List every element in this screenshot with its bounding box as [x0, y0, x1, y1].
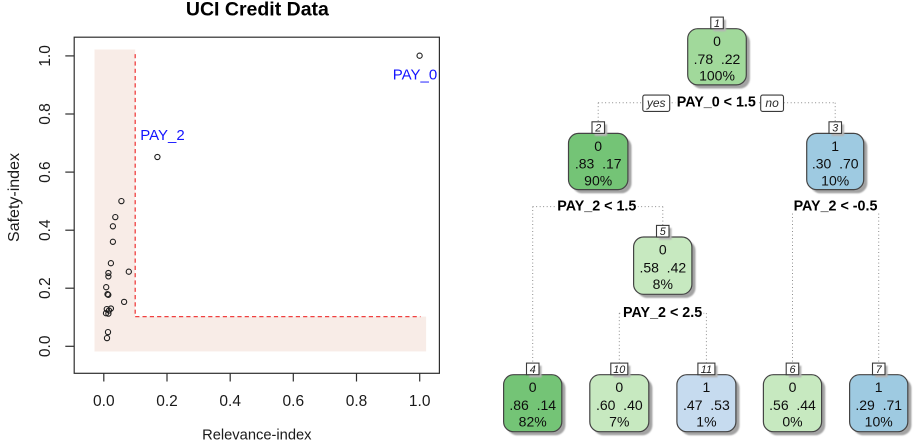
- svg-text:10: 10: [613, 364, 625, 376]
- svg-text:.86 .14: .86 .14: [509, 397, 556, 413]
- svg-text:0.2: 0.2: [156, 393, 178, 410]
- svg-text:0.0: 0.0: [93, 393, 115, 410]
- svg-text:.58 .42: .58 .42: [639, 259, 686, 275]
- svg-text:0.6: 0.6: [283, 393, 305, 410]
- svg-text:1: 1: [703, 379, 711, 395]
- svg-text:0.6: 0.6: [37, 161, 54, 183]
- svg-text:1: 1: [831, 138, 839, 154]
- svg-text:0: 0: [713, 33, 721, 49]
- svg-text:5: 5: [660, 226, 667, 238]
- svg-text:0.4: 0.4: [37, 219, 54, 241]
- svg-text:.47 .53: .47 .53: [683, 397, 730, 413]
- svg-text:0.4: 0.4: [219, 393, 241, 410]
- svg-text:.83 .17: .83 .17: [575, 156, 622, 172]
- svg-text:6: 6: [789, 364, 795, 376]
- svg-text:0: 0: [594, 138, 602, 154]
- svg-text:0: 0: [615, 379, 623, 395]
- svg-text:0.8: 0.8: [346, 393, 368, 410]
- svg-text:1%: 1%: [696, 414, 716, 430]
- svg-text:PAY_2 < 2.5: PAY_2 < 2.5: [623, 305, 702, 321]
- svg-text:PAY_0 < 1.5: PAY_0 < 1.5: [677, 95, 756, 111]
- svg-text:1: 1: [714, 18, 720, 30]
- svg-text:PAY_2: PAY_2: [140, 127, 184, 144]
- svg-text:4: 4: [530, 364, 536, 376]
- svg-text:11: 11: [701, 364, 712, 376]
- svg-text:.60 .40: .60 .40: [596, 397, 643, 413]
- svg-text:0.2: 0.2: [37, 277, 54, 299]
- svg-text:0.8: 0.8: [37, 103, 54, 125]
- svg-text:2: 2: [594, 123, 601, 135]
- svg-text:1: 1: [875, 379, 883, 395]
- svg-text:.29 .71: .29 .71: [855, 397, 902, 413]
- svg-text:0%: 0%: [782, 414, 802, 430]
- svg-text:8%: 8%: [653, 276, 673, 292]
- svg-text:0.0: 0.0: [37, 335, 54, 357]
- svg-text:no: no: [765, 96, 779, 110]
- svg-text:.78 .22: .78 .22: [694, 51, 741, 67]
- svg-text:0: 0: [659, 242, 667, 258]
- svg-text:0: 0: [529, 379, 537, 395]
- svg-text:10%: 10%: [865, 414, 893, 430]
- svg-text:.30 .70: .30 .70: [812, 156, 859, 172]
- svg-text:7: 7: [876, 364, 883, 376]
- svg-text:PAY_2 < 1.5: PAY_2 < 1.5: [557, 199, 636, 215]
- svg-text:90%: 90%: [584, 172, 612, 188]
- svg-text:7%: 7%: [609, 414, 629, 430]
- svg-text:1.0: 1.0: [37, 45, 54, 67]
- svg-text:82%: 82%: [519, 414, 547, 430]
- svg-text:1.0: 1.0: [409, 393, 431, 410]
- svg-text:Relevance-index: Relevance-index: [202, 428, 312, 442]
- svg-text:PAY_0: PAY_0: [393, 66, 437, 83]
- svg-text:3: 3: [832, 123, 838, 135]
- svg-text:.56 .44: .56 .44: [769, 397, 816, 413]
- svg-text:UCI Credit Data: UCI Credit Data: [186, 0, 329, 21]
- svg-text:yes: yes: [646, 96, 666, 110]
- svg-text:0: 0: [789, 379, 797, 395]
- svg-text:PAY_2 < -0.5: PAY_2 < -0.5: [794, 199, 878, 215]
- svg-text:10%: 10%: [821, 172, 849, 188]
- svg-text:100%: 100%: [699, 68, 735, 84]
- svg-text:Safety-index: Safety-index: [6, 153, 23, 242]
